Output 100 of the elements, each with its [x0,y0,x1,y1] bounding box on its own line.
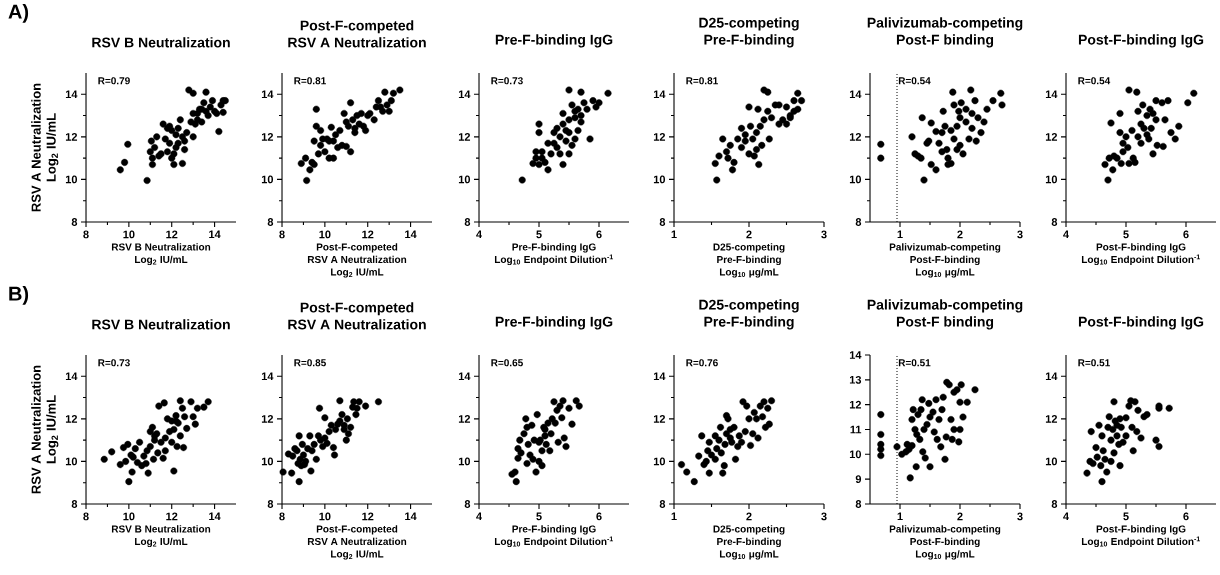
y-tick-label: 8 [659,500,666,508]
y-tick-label: 14 [261,90,274,99]
x-tick-label: 1 [897,512,903,521]
y-tick-label: 8 [71,218,78,226]
x-axis-title: Pre-F-binding IgG Log$_{10}$ Endpoint Dilution$^{-1}$ [494,243,614,266]
chart-title: Post-F-competed RSV A Neutralization [288,302,426,330]
y-tick-label: 10 [1045,457,1058,466]
y-tick-label: 12 [65,133,78,141]
annotation: R=0.51 [898,359,931,367]
x-tick-label: 4 [476,512,483,521]
chart-title: Post-F-binding IgG [1078,316,1204,330]
x-axis-title: Palivizumab-competing Post-F-binding Log$_{10}$ μg/mL [889,243,1001,278]
annotation: R=0.73 [98,359,130,367]
y-tick-label: 12 [653,415,666,423]
y-tick-label: 14 [458,90,471,99]
y-tick-label: 10 [653,175,666,184]
x-tick-label: 2 [957,230,963,239]
y-tick-label: 12 [458,133,471,141]
annotation: R=0.81 [294,77,326,85]
x-tick-label: 6 [1183,230,1189,239]
annotation: R=0.73 [491,77,523,85]
x-tick-label: 12 [166,512,178,521]
x-tick-label: 4 [1063,230,1069,239]
x-axis-title: Palivizumab-competing Post-F-binding Log$_{10}$ μg/mL [889,525,1001,560]
y-tick-label: 8 [1051,218,1058,226]
annotation: R=0.65 [491,359,523,367]
chart-title: RSV B Neutralization [92,37,230,48]
y-tick-label: 8 [464,218,471,226]
x-tick-label: 12 [166,230,178,239]
x-axis-title: Post-F-binding IgG Log$_{10}$ Endpoint Dilution$^{-1}$ [1081,243,1201,266]
y-tick-label: 10 [65,457,78,466]
chart-title: Pre-F-binding IgG [495,316,613,330]
x-tick-label: 8 [83,230,89,239]
y-tick-label: 10 [458,457,471,466]
x-tick-label: 5 [536,512,542,521]
x-tick-label: 10 [319,512,331,521]
x-tick-label: 1 [897,230,903,239]
x-tick-label: 4 [476,230,483,239]
text: B) [9,286,29,305]
chart-title: Palivizumab-competing Post-F binding [867,299,1023,330]
y-tick-label: 12 [65,415,78,423]
y-tick-label: 12 [1045,133,1058,141]
x-axis-title: Pre-F-binding IgG Log$_{10}$ Endpoint Dilution$^{-1}$ [494,525,614,548]
x-axis-title: RSV B Neutralization Log$_{2}$ IU/mL [111,243,211,266]
annotation: R=0.51 [1078,359,1110,367]
x-tick-label: 5 [1123,512,1129,521]
y-tick-label: 8 [659,218,666,226]
annotation: R=0.81 [686,77,718,85]
x-tick-label: 3 [1017,512,1023,521]
x-tick-label: 4 [1063,512,1069,521]
y-tick-label: 10 [849,175,862,184]
y-tick-label: 8 [267,500,274,508]
chart-title: Palivizumab-competing Post-F binding [867,17,1023,48]
chart-title: RSV B Neutralization [92,319,230,330]
x-tick-label: 6 [1183,512,1189,521]
text: A) [8,4,29,23]
x-axis-title: D25-competing Pre-F-binding Log$_{10}$ μg/mL [713,243,785,278]
x-tick-label: 12 [362,230,374,239]
y-tick-label: 14 [458,372,471,381]
x-tick-label: 2 [746,230,752,239]
x-tick-label: 5 [536,230,542,239]
x-tick-label: 14 [209,512,221,521]
x-tick-label: 3 [1017,230,1023,239]
y-tick-label: 8 [855,218,862,226]
y-tick-label: 14 [65,372,78,381]
x-tick-label: 3 [821,230,827,239]
x-tick-label: 3 [821,512,827,521]
y-tick-label: 10 [653,457,666,466]
y-tick-label: 14 [1045,90,1058,99]
x-tick-label: 10 [123,230,135,239]
y-tick-label: 12 [849,133,862,141]
x-axis-title: D25-competing Pre-F-binding Log$_{10}$ μg/mL [713,525,785,560]
x-tick-label: 2 [746,512,752,521]
y-tick-label: 12 [261,415,274,423]
y-tick-label: 14 [65,90,78,99]
chart-title: Post-F-binding IgG [1078,34,1204,48]
y-tick-label: 10 [458,175,471,184]
y-tick-label: 12 [1045,415,1058,423]
x-tick-label: 10 [123,512,135,521]
y-tick-label: 10 [849,450,862,459]
x-tick-label: 14 [209,230,221,239]
annotation: R=0.54 [898,77,931,85]
x-tick-label: 2 [957,512,963,521]
y-tick-label: 12 [653,133,666,141]
y-tick-label: 12 [458,415,471,423]
x-tick-label: 8 [279,512,285,521]
y-tick-label: 14 [849,90,862,99]
y-tick-label: 14 [1045,372,1058,381]
y-tick-label: 8 [464,500,471,508]
y-tick-label: 11 [850,425,862,434]
y-tick-label: 8 [267,218,274,226]
annotation: R=0.79 [98,77,130,85]
x-tick-label: 5 [1123,230,1129,239]
y-tick-label: 10 [261,175,274,184]
chart-title: Pre-F-binding IgG [495,34,613,48]
y-tick-label: 14 [261,372,274,381]
x-tick-label: 1 [671,230,677,239]
x-tick-label: 6 [596,230,602,239]
x-tick-label: 14 [405,230,417,239]
x-axis-title: Post-F-competed RSV A Neutralization Log$_{2}$ IU/mL [307,243,407,278]
